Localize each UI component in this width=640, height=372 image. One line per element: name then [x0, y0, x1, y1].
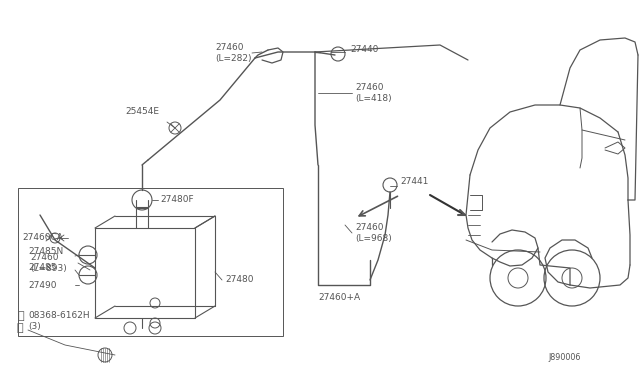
Text: J890006: J890006 [548, 353, 580, 362]
Text: (L=282): (L=282) [215, 54, 252, 62]
Text: (L=418): (L=418) [355, 93, 392, 103]
Bar [18, 188, 283, 336]
Text: 27480F: 27480F [160, 196, 194, 205]
Text: 27485N: 27485N [28, 247, 63, 257]
Text: Ⓢ: Ⓢ [18, 311, 24, 321]
Text: (3): (3) [28, 321, 41, 330]
Text: 27440: 27440 [350, 45, 378, 55]
Text: 27460+A: 27460+A [318, 294, 360, 302]
Text: (L=968): (L=968) [355, 234, 392, 243]
Text: 08368-6162H: 08368-6162H [28, 311, 90, 321]
Text: 27460: 27460 [215, 44, 243, 52]
Text: (L=893): (L=893) [30, 263, 67, 273]
Text: Ⓢ: Ⓢ [17, 323, 23, 333]
Text: 27460: 27460 [355, 83, 383, 93]
Text: 27441: 27441 [400, 177, 428, 186]
Text: 27480: 27480 [225, 276, 253, 285]
Text: 27490: 27490 [28, 280, 56, 289]
Text: 27460: 27460 [30, 253, 58, 263]
Text: 27460: 27460 [355, 224, 383, 232]
Text: 25454E: 25454E [125, 108, 159, 116]
Text: 27460CA: 27460CA [22, 234, 63, 243]
Text: 27485: 27485 [28, 263, 56, 273]
